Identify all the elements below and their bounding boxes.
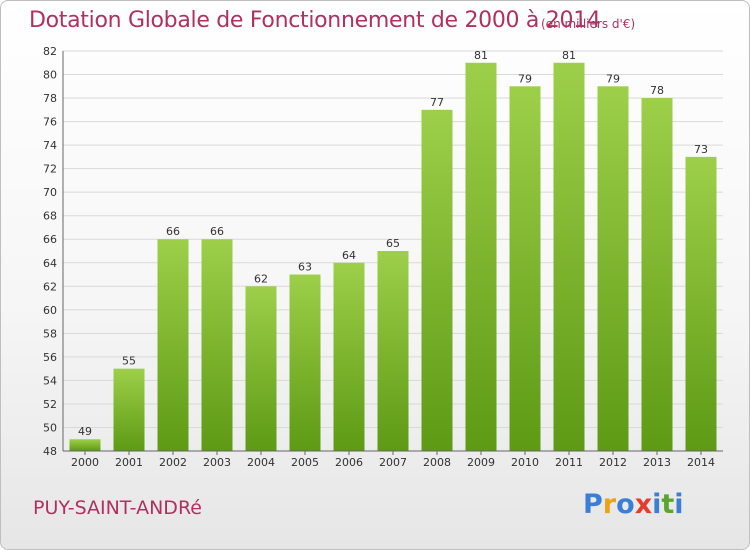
value-label-2003: 66 xyxy=(210,225,224,238)
x-tick-label-2006: 2006 xyxy=(335,456,363,469)
value-label-2008: 77 xyxy=(430,96,444,109)
y-tick-label: 62 xyxy=(43,280,57,293)
bar-2011 xyxy=(553,62,585,451)
value-label-2013: 78 xyxy=(650,84,664,97)
bar-2014 xyxy=(685,156,717,451)
bar-2007 xyxy=(377,251,409,451)
x-tick-label-2005: 2005 xyxy=(291,456,319,469)
bar-2008 xyxy=(421,109,453,451)
y-tick-label: 70 xyxy=(43,186,57,199)
y-tick-label: 52 xyxy=(43,398,57,411)
y-tick-label: 82 xyxy=(43,45,57,58)
bar-2010 xyxy=(509,86,541,451)
y-tick-label: 80 xyxy=(43,69,57,82)
y-tick-label: 66 xyxy=(43,233,57,246)
y-tick-label: 56 xyxy=(43,351,57,364)
commune-name: PUY-SAINT-ANDRé xyxy=(33,497,202,519)
x-tick-label-2000: 2000 xyxy=(71,456,99,469)
value-label-2001: 55 xyxy=(122,355,136,368)
value-label-2005: 63 xyxy=(298,261,312,274)
bar-2006 xyxy=(333,262,365,451)
bar-2002 xyxy=(157,239,189,451)
x-tick-label-2009: 2009 xyxy=(467,456,495,469)
labels: 48 50 52 54 56 58 60 62 64 66 68 70 72 74 76 78 80 82 49 20… xyxy=(43,45,715,469)
x-tick-label-2011: 2011 xyxy=(555,456,583,469)
x-tick-label-2002: 2002 xyxy=(159,456,187,469)
value-label-2012: 79 xyxy=(606,72,620,85)
logo-letter: o xyxy=(616,489,635,520)
value-label-2006: 64 xyxy=(342,249,356,262)
y-tick-label: 74 xyxy=(43,139,57,152)
x-tick-label-2014: 2014 xyxy=(687,456,715,469)
proxiti-logo: Proxiti xyxy=(583,489,684,520)
y-tick-label: 68 xyxy=(43,210,57,223)
x-tick-label-2010: 2010 xyxy=(511,456,539,469)
y-tick-label: 64 xyxy=(43,257,57,270)
logo-letter: P xyxy=(583,489,603,520)
logo-letter: r xyxy=(602,489,617,520)
value-label-2010: 79 xyxy=(518,72,532,85)
logo-letter: i xyxy=(674,489,684,520)
logo-letter: t xyxy=(661,489,675,520)
logo-letter: x xyxy=(634,489,653,520)
bar-2009 xyxy=(465,62,497,451)
bar-2005 xyxy=(289,274,321,451)
bar-2012 xyxy=(597,86,629,451)
value-label-2007: 65 xyxy=(386,237,400,250)
y-tick-label: 48 xyxy=(43,445,57,458)
value-label-2002: 66 xyxy=(166,225,180,238)
y-tick-label: 76 xyxy=(43,116,57,129)
y-tick-label: 58 xyxy=(43,327,57,340)
value-label-2011: 81 xyxy=(562,49,576,62)
value-label-2000: 49 xyxy=(78,425,92,438)
bar-2013 xyxy=(641,98,673,451)
x-tick-label-2008: 2008 xyxy=(423,456,451,469)
y-tick-label: 60 xyxy=(43,304,57,317)
y-tick-label: 50 xyxy=(43,421,57,434)
x-tick-label-2012: 2012 xyxy=(599,456,627,469)
x-tick-label-2001: 2001 xyxy=(115,456,143,469)
bars xyxy=(69,62,717,451)
y-tick-label: 78 xyxy=(43,92,57,105)
value-label-2004: 62 xyxy=(254,272,268,285)
y-tick-label: 72 xyxy=(43,163,57,176)
logo-letter: i xyxy=(652,489,662,520)
bar-2001 xyxy=(113,368,145,451)
value-label-2009: 81 xyxy=(474,49,488,62)
chart-title: Dotation Globale de Fonctionnement de 20… xyxy=(29,8,601,33)
value-label-2014: 73 xyxy=(694,143,708,156)
x-tick-label-2004: 2004 xyxy=(247,456,275,469)
x-tick-label-2007: 2007 xyxy=(379,456,407,469)
bar-2004 xyxy=(245,286,277,451)
bar-2003 xyxy=(201,239,233,451)
bar-2000 xyxy=(69,439,101,451)
chart-subtitle: (en milliers d'€) xyxy=(541,17,636,31)
axes xyxy=(62,51,723,455)
x-tick-label-2013: 2013 xyxy=(643,456,671,469)
x-tick-label-2003: 2003 xyxy=(203,456,231,469)
y-tick-label: 54 xyxy=(43,374,57,387)
